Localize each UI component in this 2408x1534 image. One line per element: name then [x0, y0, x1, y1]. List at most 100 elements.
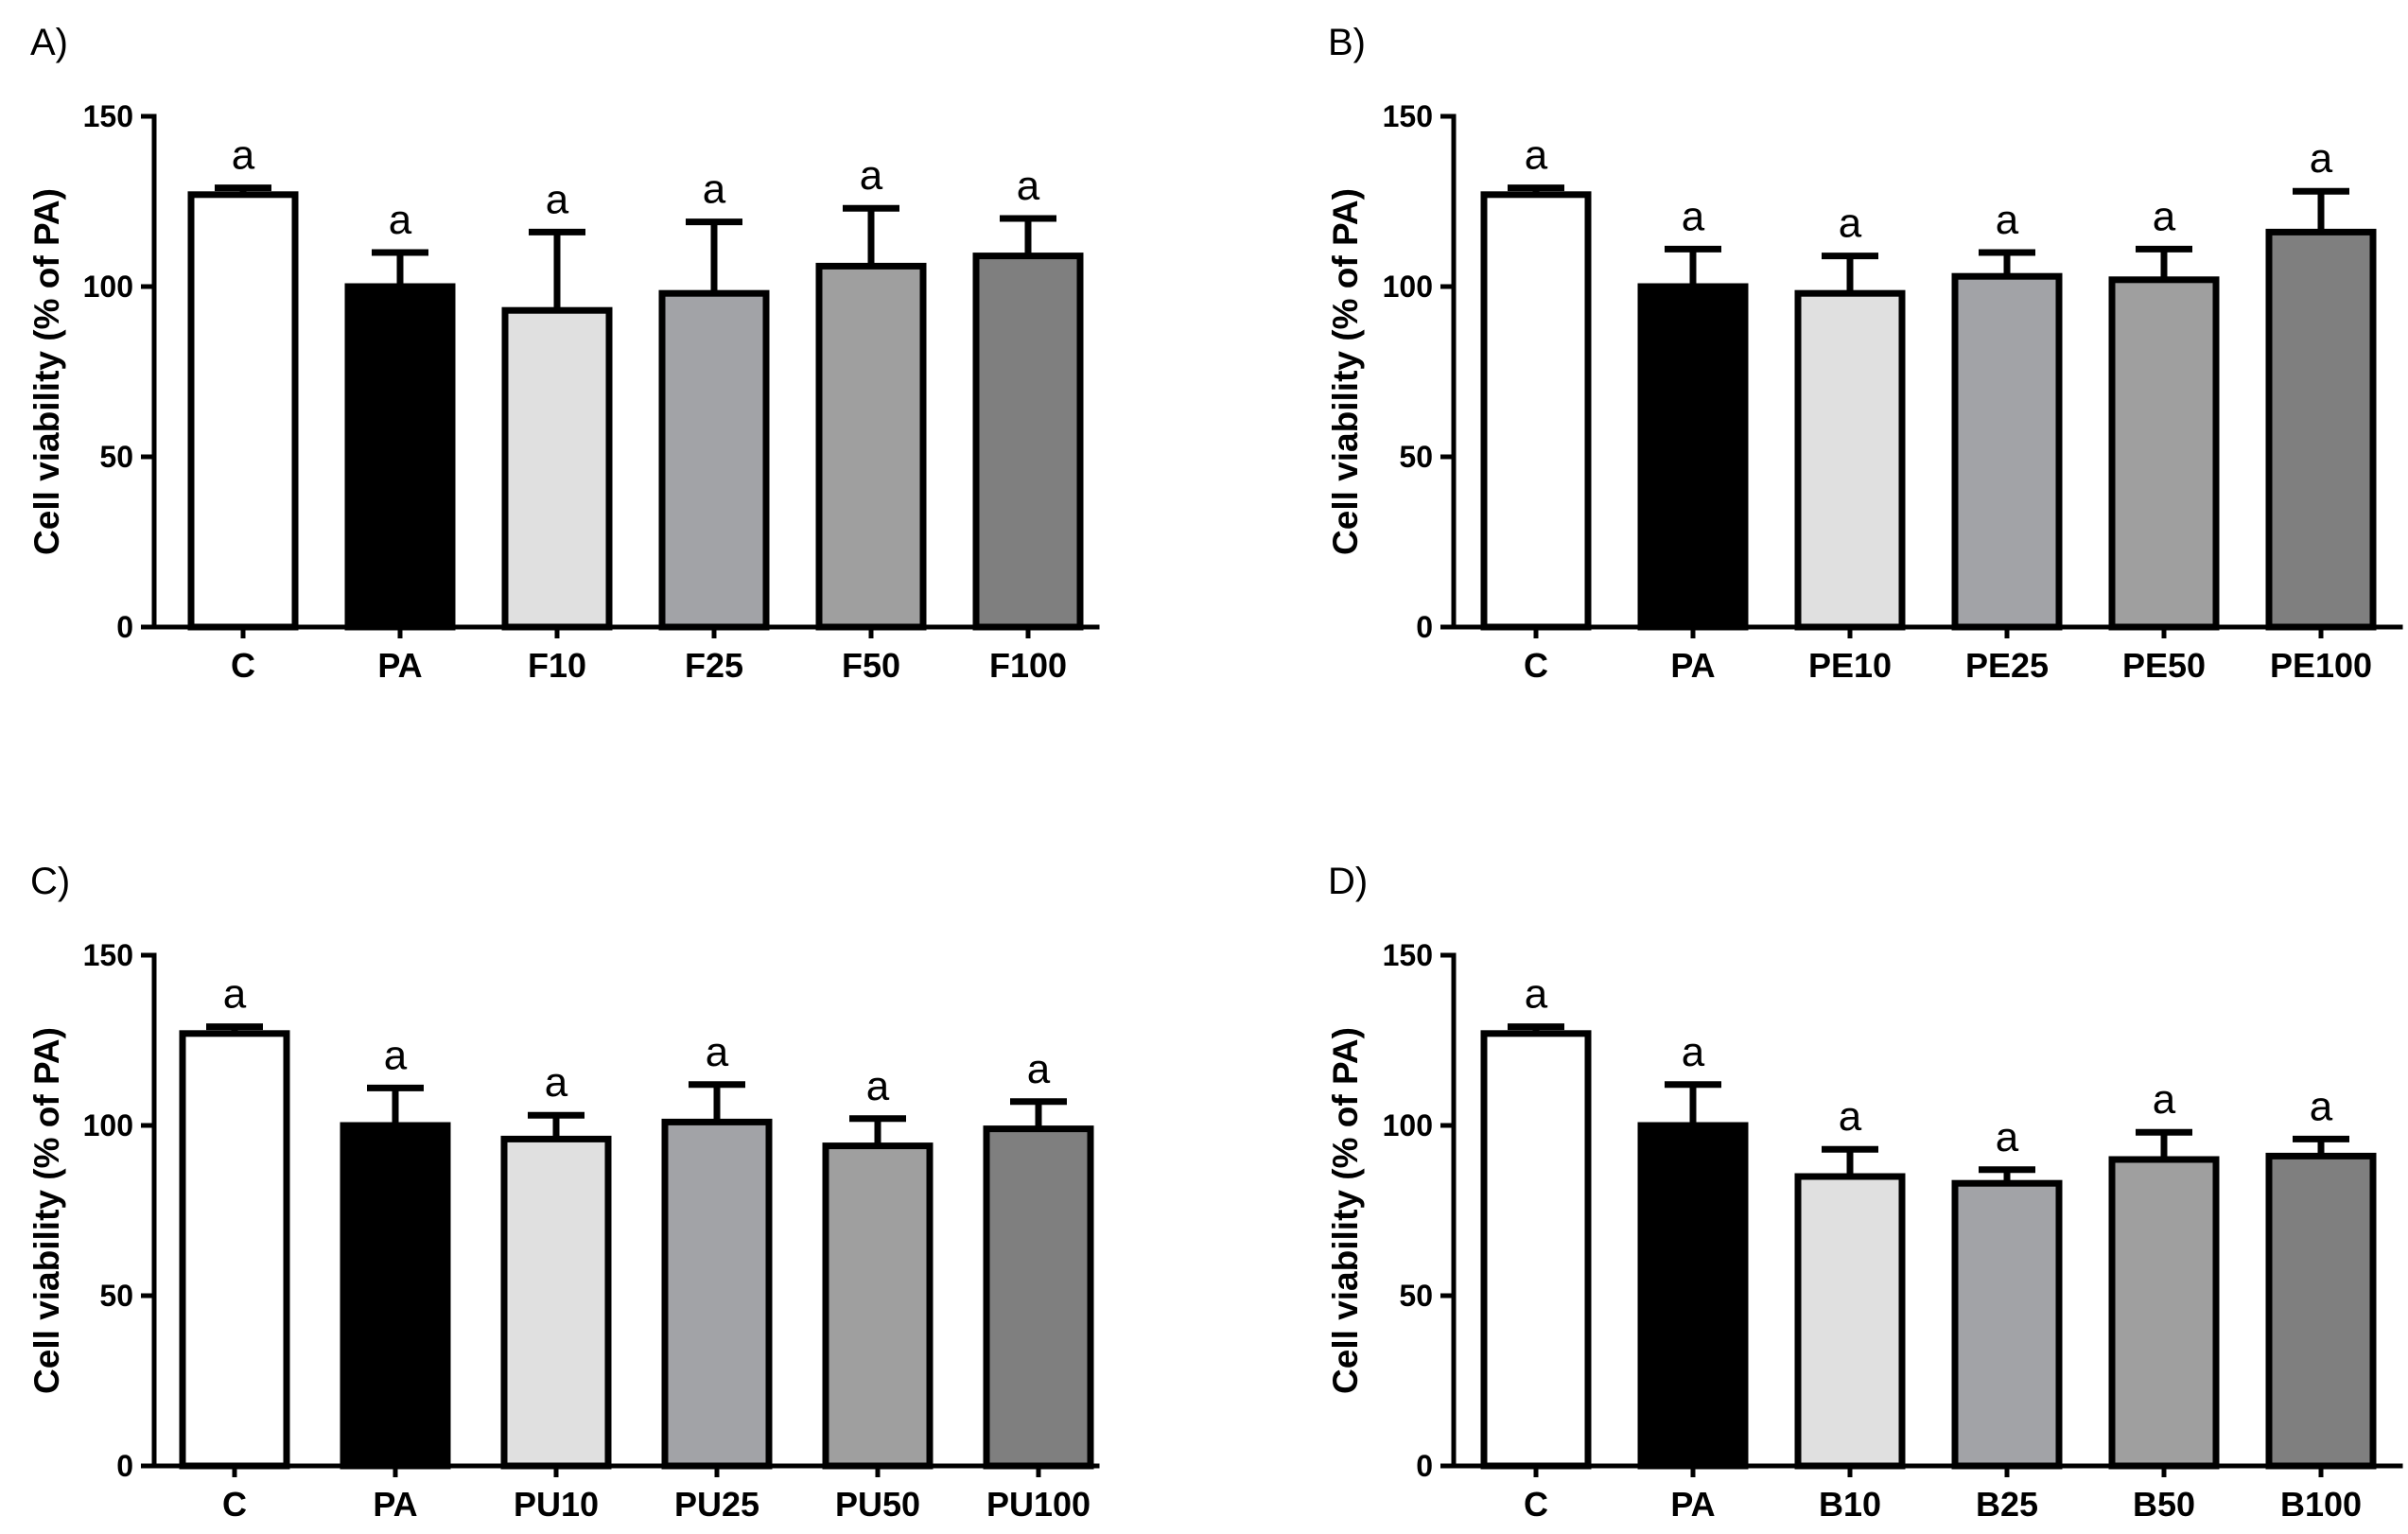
y-tick-label: 100 — [1383, 1108, 1433, 1142]
y-tick-label: 0 — [1416, 1449, 1433, 1483]
x-tick-label: PE25 — [1965, 646, 2049, 685]
chart-panel-2: B) Cell viability (% of PA) 0 50 100 150 a Ca PA… — [1326, 22, 2403, 685]
bar-C — [179, 1030, 290, 1470]
y-tick-label: 0 — [116, 610, 133, 644]
x-tick-label: PE50 — [2122, 646, 2206, 685]
significance-label: a — [2153, 193, 2176, 239]
x-tick-label: PU100 — [986, 1485, 1091, 1524]
significance-label: a — [2310, 135, 2333, 182]
bar-F25 — [658, 289, 770, 631]
bar-PU100 — [983, 1125, 1094, 1470]
significance-label: a — [1027, 1046, 1051, 1092]
bar-PA — [1637, 1122, 1749, 1470]
bar-PA — [344, 283, 456, 631]
x-tick-label: PU25 — [674, 1485, 759, 1524]
significance-label: a — [384, 1032, 408, 1078]
y-tick-label: 0 — [1416, 610, 1433, 644]
bar-C — [1480, 191, 1592, 631]
y-tick-label: 50 — [99, 440, 133, 474]
panel-label: C) — [30, 861, 70, 902]
significance-label: a — [706, 1029, 729, 1075]
bar-C — [1480, 1030, 1592, 1470]
y-tick-label: 150 — [83, 99, 133, 133]
bar-PU25 — [661, 1118, 773, 1470]
significance-label: a — [860, 152, 883, 199]
significance-label: a — [1017, 163, 1040, 209]
significance-label: a — [1839, 200, 1862, 247]
significance-label: a — [1525, 132, 1548, 179]
bar-PE100 — [2265, 228, 2377, 631]
y-tick-label: 0 — [116, 1449, 133, 1483]
significance-label: a — [1682, 193, 1705, 239]
x-tick-label: B10 — [1819, 1485, 1881, 1524]
x-tick-label: PU10 — [514, 1485, 599, 1524]
x-tick-label: PA — [1670, 646, 1715, 685]
bar-B10 — [1794, 1173, 1906, 1470]
y-axis-label: Cell viability (% of PA) — [1326, 1027, 1365, 1394]
x-tick-label: F50 — [842, 646, 900, 685]
bar-C — [187, 191, 299, 631]
y-axis-label: Cell viability (% of PA) — [27, 188, 66, 555]
x-tick-label: F100 — [989, 646, 1067, 685]
y-tick-label: 50 — [99, 1279, 133, 1313]
bar-PA — [1637, 283, 1749, 631]
x-tick-label: PE10 — [1808, 646, 1892, 685]
y-tick-label: 100 — [1383, 270, 1433, 304]
significance-label: a — [223, 971, 247, 1018]
x-tick-label: B100 — [2280, 1485, 2362, 1524]
significance-label: a — [866, 1063, 890, 1109]
x-tick-label: B50 — [2133, 1485, 2195, 1524]
significance-label: a — [1682, 1029, 1705, 1075]
significance-label: a — [232, 132, 255, 179]
significance-label: a — [545, 1059, 568, 1106]
panel-label: B) — [1328, 22, 1366, 63]
significance-label: a — [703, 166, 726, 213]
bar-B25 — [1951, 1179, 2063, 1470]
x-tick-label: C — [1524, 1485, 1548, 1524]
chart-panel-4: D) Cell viability (% of PA) 0 50 100 150 a Ca PA… — [1326, 861, 2403, 1524]
chart-panel-3: C) Cell viability (% of PA) 0 50 100 150 a Ca PA… — [27, 861, 1100, 1524]
x-tick-label: F10 — [528, 646, 586, 685]
x-tick-label: PA — [377, 646, 422, 685]
y-tick-label: 100 — [83, 1108, 133, 1142]
panel-label: D) — [1328, 861, 1368, 902]
bar-PU10 — [500, 1135, 612, 1470]
significance-label: a — [1996, 1114, 2019, 1160]
significance-label: a — [2153, 1076, 2176, 1123]
y-tick-label: 150 — [1383, 938, 1433, 972]
significance-label: a — [2310, 1083, 2333, 1129]
x-tick-label: C — [231, 646, 255, 685]
y-tick-label: 150 — [1383, 99, 1433, 133]
bar-F10 — [501, 306, 613, 631]
bar-F50 — [815, 262, 927, 631]
x-tick-label: F25 — [685, 646, 743, 685]
bar-B100 — [2265, 1152, 2377, 1470]
bar-B50 — [2108, 1156, 2220, 1470]
x-tick-label: PU50 — [835, 1485, 920, 1524]
x-tick-label: C — [222, 1485, 247, 1524]
significance-label: a — [389, 197, 412, 243]
x-tick-label: C — [1524, 646, 1548, 685]
significance-label: a — [1996, 197, 2019, 243]
y-tick-label: 150 — [83, 938, 133, 972]
y-axis-label: Cell viability (% of PA) — [1326, 188, 1365, 555]
x-tick-label: B25 — [1976, 1485, 2038, 1524]
bar-PE25 — [1951, 272, 2063, 631]
bar-PU50 — [822, 1142, 934, 1470]
x-tick-label: PE100 — [2270, 646, 2372, 685]
bar-PE50 — [2108, 276, 2220, 631]
panel-label: A) — [30, 22, 68, 63]
x-tick-label: PA — [1670, 1485, 1715, 1524]
significance-label: a — [546, 176, 569, 222]
y-tick-label: 50 — [1399, 440, 1433, 474]
significance-label: a — [1525, 971, 1548, 1018]
significance-label: a — [1839, 1093, 1862, 1140]
x-tick-label: PA — [373, 1485, 417, 1524]
chart-panel-1: A) Cell viability (% of PA) 0 50 100 150 a Ca PA… — [27, 22, 1100, 685]
y-axis-label: Cell viability (% of PA) — [27, 1027, 66, 1394]
y-tick-label: 50 — [1399, 1279, 1433, 1313]
bar-PA — [340, 1122, 451, 1470]
bar-F100 — [972, 253, 1084, 631]
y-tick-label: 100 — [83, 270, 133, 304]
